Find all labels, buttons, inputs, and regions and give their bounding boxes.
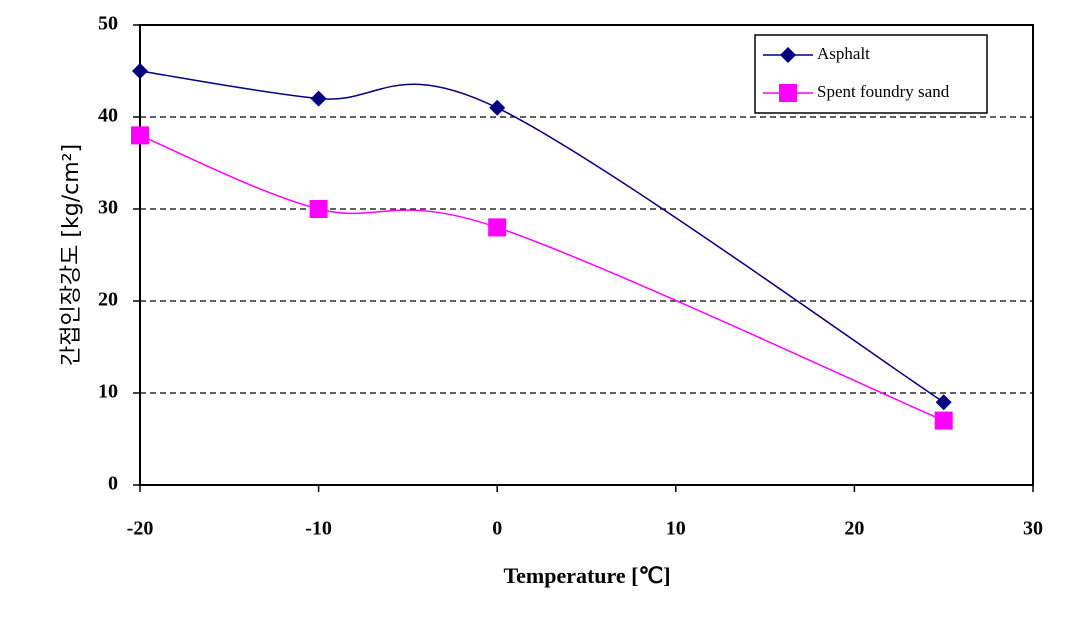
plot-frame <box>139 24 1034 486</box>
y-tick-label: 20 <box>98 289 118 311</box>
y-tick-label: 10 <box>98 381 118 403</box>
y-tick-label: 50 <box>98 13 118 35</box>
marker <box>132 63 148 79</box>
x-tick-label: -20 <box>127 518 154 540</box>
y-tick-label: 0 <box>108 473 118 495</box>
marker <box>489 99 506 116</box>
marker <box>309 200 328 218</box>
series-line <box>139 134 944 422</box>
series-line <box>139 70 945 403</box>
x-tick-label: -10 <box>305 518 332 540</box>
x-tick-label: 20 <box>844 518 864 540</box>
marker <box>934 411 953 430</box>
legend-label: Spent foundry sand <box>817 82 950 101</box>
marker <box>310 90 327 107</box>
x-tick-label: 30 <box>1023 518 1043 540</box>
x-axis-label: Temperature [℃] <box>503 563 670 588</box>
y-tick-label: 30 <box>98 197 118 219</box>
legend-marker <box>780 47 796 63</box>
marker <box>935 394 952 411</box>
x-tick-label: 10 <box>666 518 686 540</box>
legend-label: Asphalt <box>817 44 870 63</box>
x-tick-label: 0 <box>492 518 502 540</box>
marker <box>131 126 149 145</box>
y-axis-label: 간접인장강도 [kg/cm²] <box>59 144 84 366</box>
marker <box>488 218 507 237</box>
y-tick-label: 40 <box>98 105 118 127</box>
legend-marker <box>779 84 797 102</box>
